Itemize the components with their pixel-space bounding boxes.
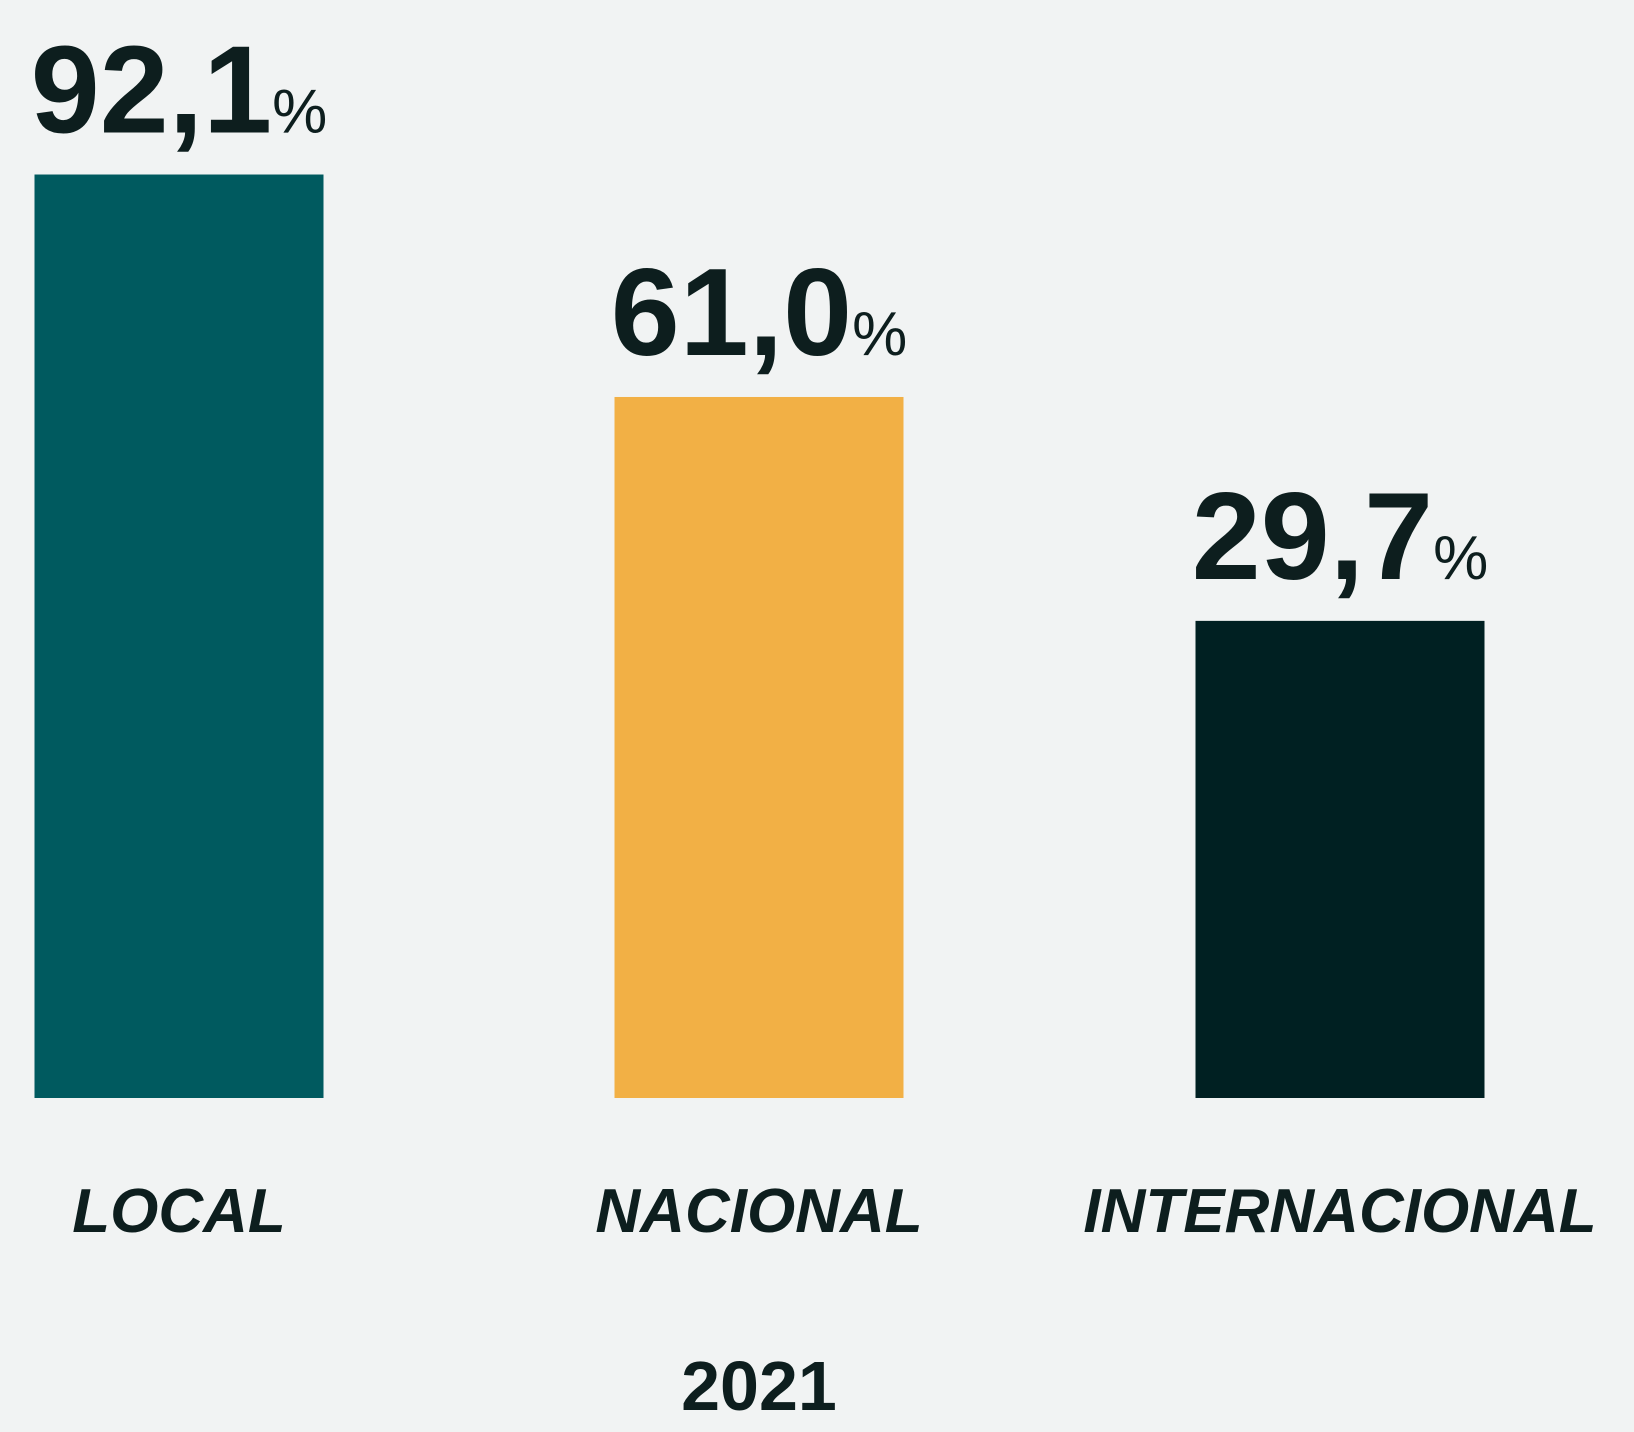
value-label: 92,1% — [31, 22, 327, 160]
bar — [1195, 620, 1485, 1098]
bar — [34, 174, 324, 1098]
value-label: 29,7% — [1192, 468, 1488, 606]
x-tick-label: NACIONAL — [595, 1177, 922, 1246]
x-tick-label: LOCAL — [72, 1177, 286, 1246]
bar — [614, 396, 904, 1098]
chart-subtitle: 2021 — [681, 1347, 837, 1425]
x-tick-label: INTERNACIONAL — [1083, 1177, 1596, 1246]
value-label: 61,0% — [611, 244, 907, 382]
